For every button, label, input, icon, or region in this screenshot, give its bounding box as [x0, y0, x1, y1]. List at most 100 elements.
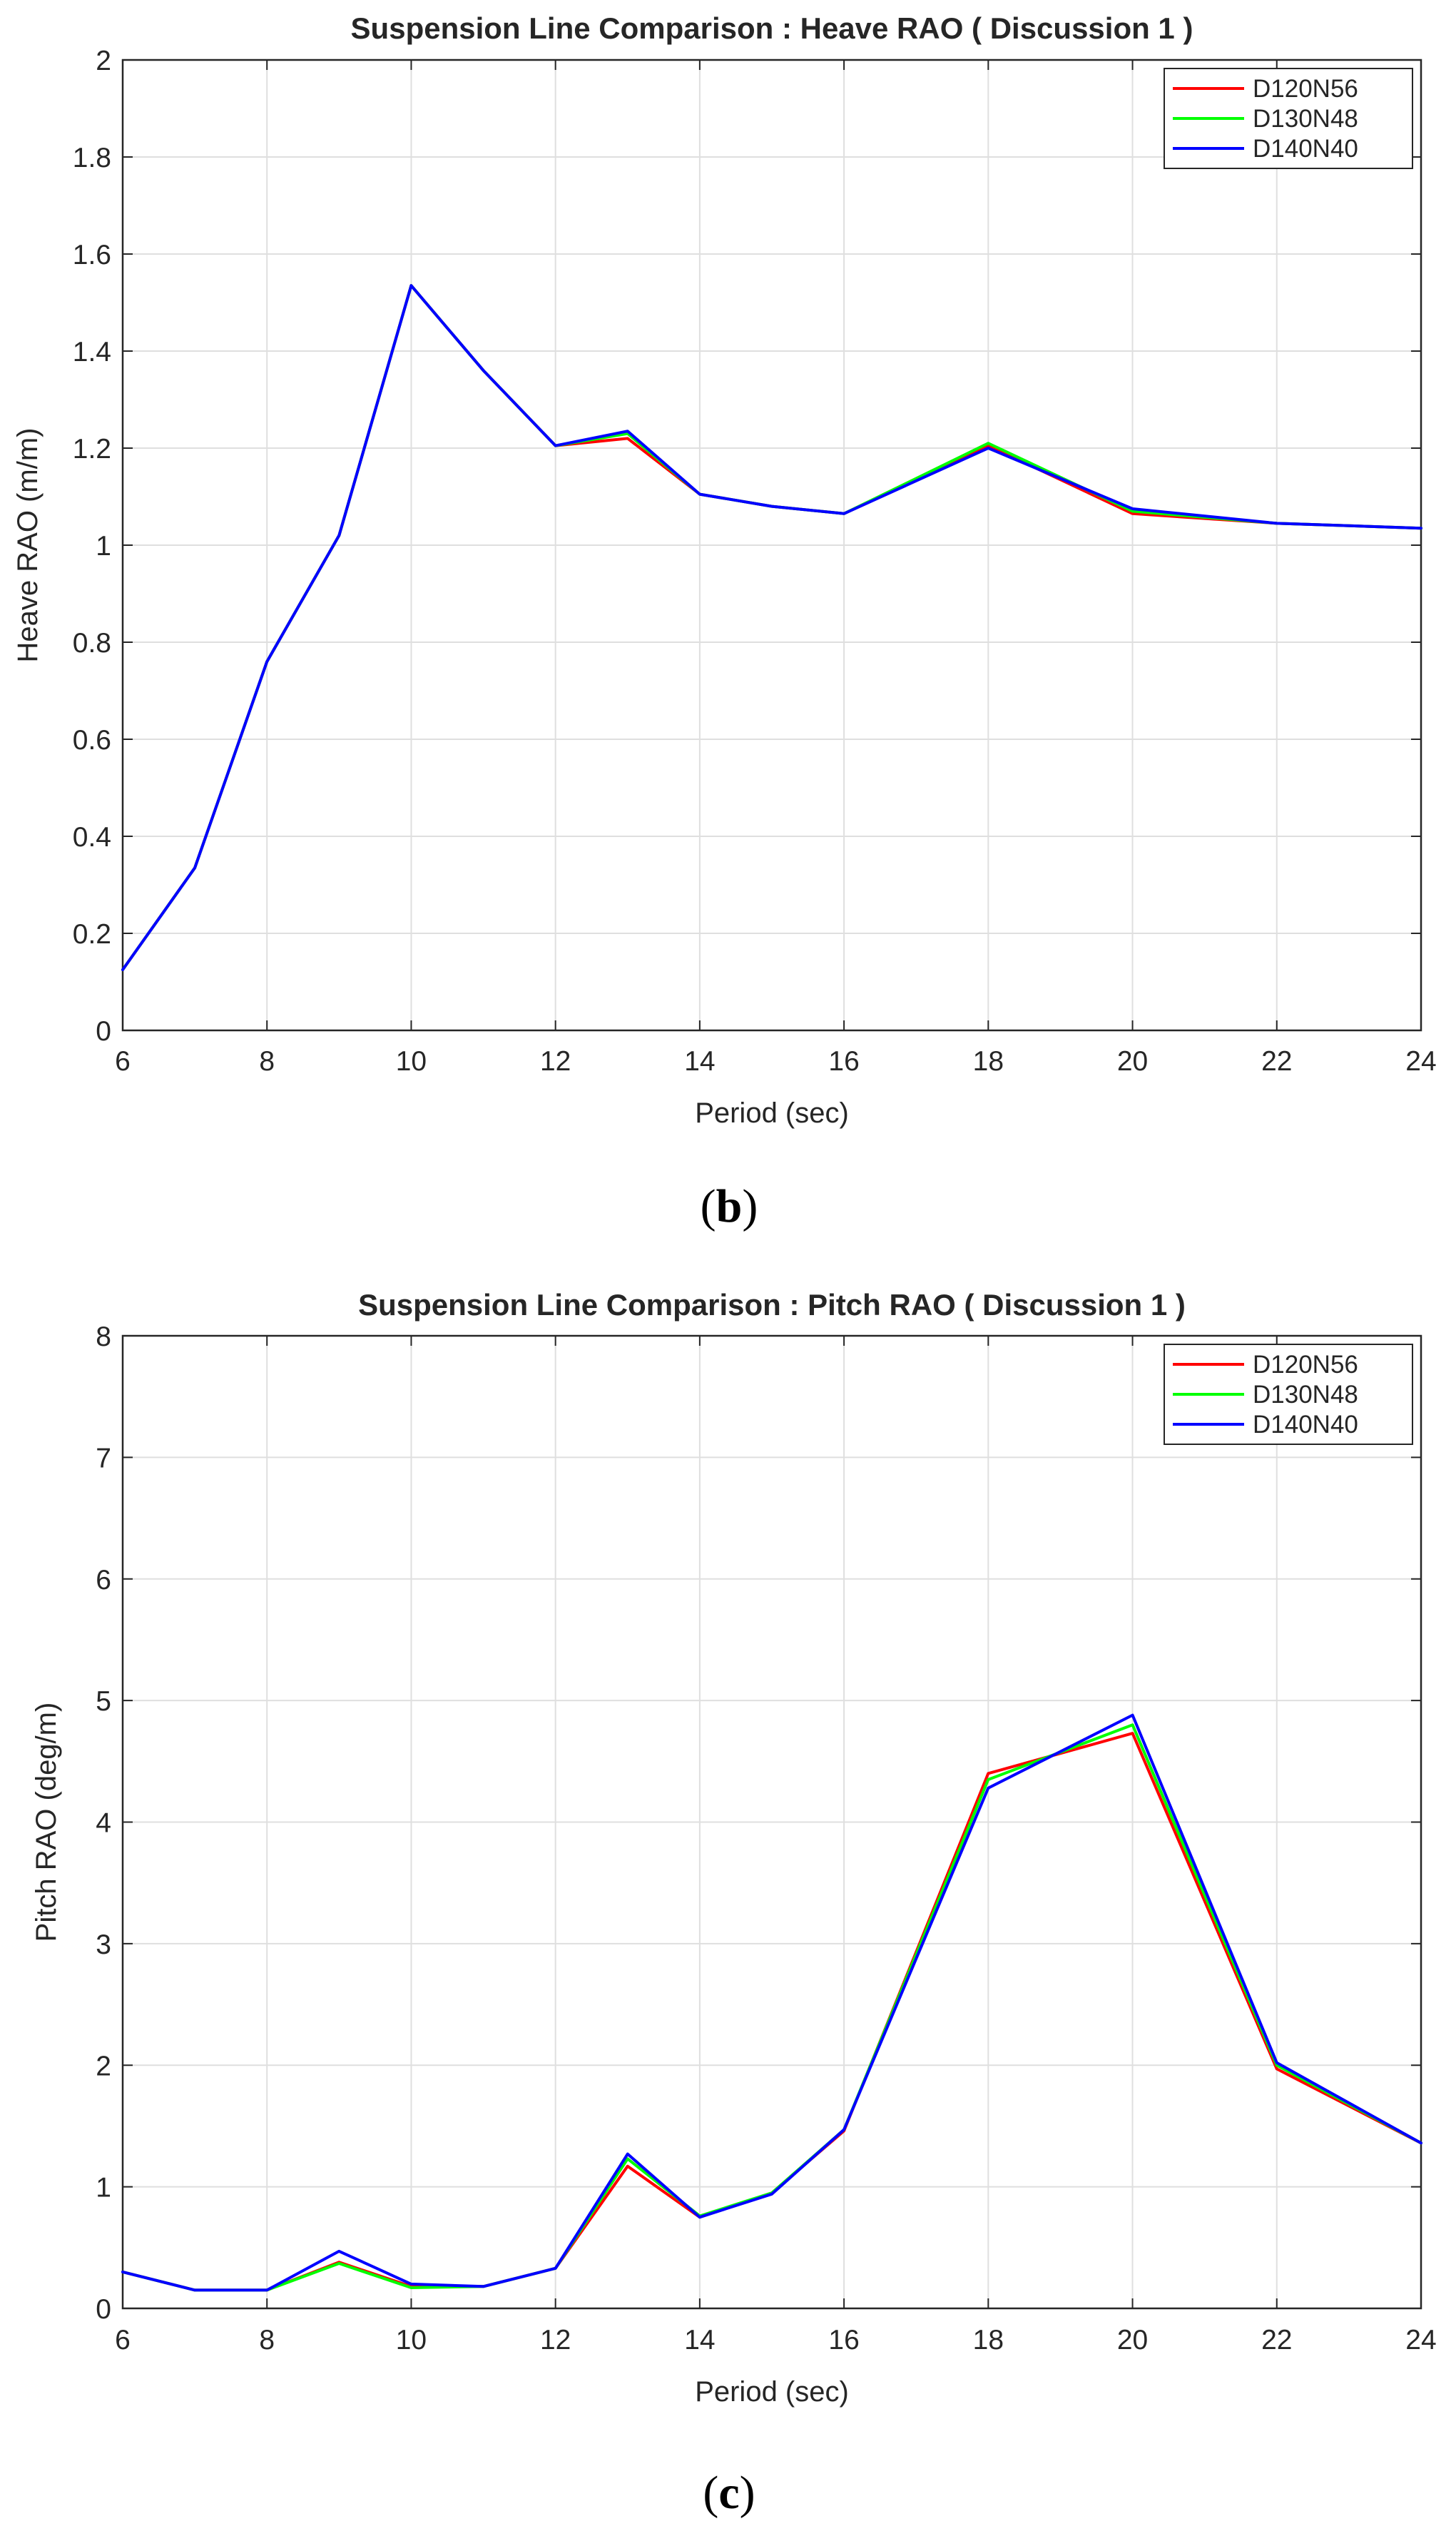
data-point [1131, 1732, 1134, 1735]
chart-title: Suspension Line Comparison : Heave RAO (… [351, 11, 1193, 45]
data-point [626, 430, 628, 432]
data-point [1276, 522, 1278, 524]
y-tick-label: 6 [96, 1565, 111, 1596]
x-tick-label: 14 [684, 1046, 715, 1077]
data-point [1131, 507, 1134, 510]
data-point [987, 445, 989, 447]
y-tick-label: 1.8 [73, 143, 111, 173]
x-tick-label: 24 [1405, 2325, 1436, 2355]
data-point [410, 285, 412, 287]
x-tick-label: 20 [1117, 2325, 1148, 2355]
data-point [554, 445, 556, 447]
data-point [193, 2289, 196, 2291]
data-point [987, 1778, 989, 1781]
x-tick-label: 12 [540, 1046, 571, 1077]
data-point [1131, 1714, 1134, 1716]
data-point [482, 370, 484, 372]
caption-paren-open: ( [703, 2467, 718, 2519]
y-tick-label: 0.2 [73, 919, 111, 950]
data-point [1276, 2061, 1278, 2064]
caption-letter: b [716, 1180, 743, 1232]
data-point [410, 2283, 412, 2286]
data-point [842, 512, 845, 514]
caption-paren-close: ) [742, 1180, 758, 1232]
caption-letter: c [718, 2467, 739, 2519]
data-point [1420, 527, 1422, 529]
panel-caption: (b) [701, 1180, 758, 1232]
data-point [554, 2267, 556, 2269]
y-axis-label: Heave RAO (m/m) [12, 428, 44, 663]
chart-title: Suspension Line Comparison : Pitch RAO (… [358, 1288, 1186, 1322]
x-tick-label: 22 [1261, 2325, 1292, 2355]
panel-caption: (c) [703, 2467, 755, 2519]
data-point [626, 2165, 628, 2167]
x-tick-label: 6 [115, 1046, 131, 1077]
x-axis-label: Period (sec) [695, 1097, 849, 1129]
data-point [987, 442, 989, 445]
y-tick-label: 4 [96, 1808, 111, 1839]
legend-label: D130N48 [1253, 105, 1358, 133]
y-tick-label: 1.6 [73, 240, 111, 270]
x-tick-label: 16 [828, 1046, 859, 1077]
y-tick-label: 1 [96, 531, 111, 562]
x-axis-label: Period (sec) [695, 2376, 849, 2408]
x-tick-label: 18 [973, 2325, 1004, 2355]
y-tick-label: 8 [96, 1322, 111, 1352]
y-tick-label: 0.6 [73, 725, 111, 756]
x-tick-label: 12 [540, 2325, 571, 2355]
y-tick-label: 2 [96, 46, 111, 76]
y-tick-label: 0 [96, 2294, 111, 2325]
data-point [1131, 512, 1134, 514]
data-point [121, 2271, 124, 2273]
x-tick-label: 10 [396, 2325, 427, 2355]
data-point [1276, 2064, 1278, 2066]
data-point [987, 447, 989, 450]
x-tick-label: 18 [973, 1046, 1004, 1077]
caption-paren-open: ( [701, 1180, 716, 1232]
legend-label: D140N40 [1253, 1411, 1358, 1439]
legend-label: D130N48 [1253, 1381, 1358, 1409]
y-tick-label: 7 [96, 1443, 111, 1474]
data-point [770, 505, 773, 507]
data-point [698, 493, 701, 495]
data-point [338, 534, 340, 537]
data-point [698, 2216, 701, 2218]
data-point [1131, 510, 1134, 512]
data-point [482, 2286, 484, 2288]
data-point [193, 867, 196, 869]
data-point [338, 2250, 340, 2253]
x-tick-label: 20 [1117, 1046, 1148, 1077]
x-tick-label: 16 [828, 2325, 859, 2355]
y-tick-label: 2 [96, 2051, 111, 2081]
y-tick-label: 0 [96, 1016, 111, 1047]
x-tick-label: 24 [1405, 1046, 1436, 1077]
caption-paren-close: ) [740, 2467, 755, 2519]
legend-label: D140N40 [1253, 135, 1358, 163]
y-tick-label: 0.4 [73, 822, 111, 853]
x-tick-label: 8 [259, 1046, 275, 1077]
data-point [626, 2153, 628, 2155]
x-tick-label: 22 [1261, 1046, 1292, 1077]
data-point [266, 2289, 268, 2291]
x-tick-label: 8 [259, 2325, 275, 2355]
data-point [987, 1787, 989, 1789]
y-tick-label: 3 [96, 1929, 111, 1960]
data-point [626, 2158, 628, 2160]
y-tick-label: 1.2 [73, 434, 111, 465]
data-point [842, 2129, 845, 2131]
x-tick-label: 10 [396, 1046, 427, 1077]
data-point [121, 968, 124, 971]
data-point [1276, 2068, 1278, 2070]
data-point [338, 2262, 340, 2265]
data-point [770, 2193, 773, 2196]
x-tick-label: 6 [115, 2325, 131, 2355]
y-tick-label: 1 [96, 2173, 111, 2203]
data-point [626, 437, 628, 440]
data-point [987, 1772, 989, 1775]
legend-label: D120N56 [1253, 1351, 1358, 1379]
chart-heave: 6 8 10 12 14 16 18 20 22 24 0 0.2 0.4 0.6 0.8 1 1.2 1.4 1.… [12, 11, 1437, 1232]
